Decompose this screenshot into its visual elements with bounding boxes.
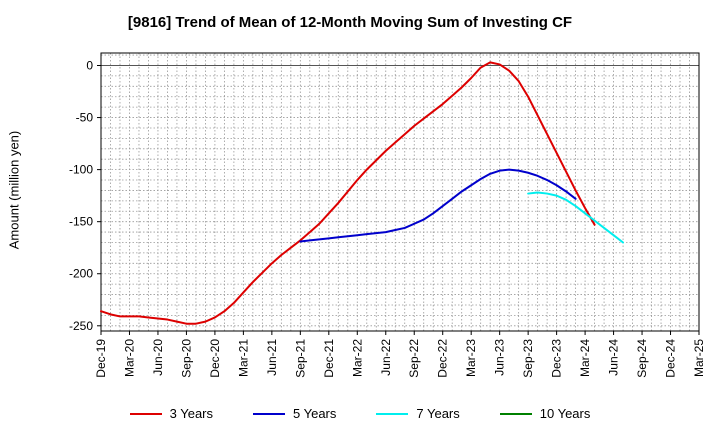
legend-swatch <box>129 412 162 415</box>
legend-item: 5 Years <box>253 406 336 421</box>
x-tick-label: Sep-23 <box>521 339 535 378</box>
y-tick-label: -50 <box>76 111 94 125</box>
x-tick-label: Dec-24 <box>664 339 678 378</box>
x-tick-label: Mar-22 <box>350 339 364 377</box>
x-tick-label: Mar-25 <box>692 339 706 377</box>
legend-swatch <box>253 412 285 415</box>
x-tick-label: Mar-21 <box>236 339 250 377</box>
y-tick-label: -150 <box>69 215 93 229</box>
y-tick-label: 0 <box>86 58 93 72</box>
chart-title: [9816] Trend of Mean of 12-Month Moving … <box>127 14 573 31</box>
x-tick-label: Jun-24 <box>607 339 621 376</box>
series-line-5-years <box>299 168 577 243</box>
x-tick-label: Mar-24 <box>578 339 592 377</box>
y-tick-label: -250 <box>69 319 93 333</box>
x-tick-label: Sep-24 <box>635 339 649 378</box>
legend-label: 10 Years <box>539 406 591 421</box>
legend-item: 10 Years <box>499 406 591 421</box>
legend-label: 3 Years <box>169 406 213 421</box>
x-tick-label: Dec-22 <box>436 339 450 378</box>
x-tick-label: Jun-21 <box>265 339 279 376</box>
x-tick-label: Dec-23 <box>550 339 564 378</box>
x-tick-label: Dec-21 <box>322 339 336 378</box>
grid-lines <box>101 53 699 331</box>
legend-label: 5 Years <box>293 406 337 421</box>
plot-frame <box>100 52 700 332</box>
legend-item: 3 Years <box>129 406 213 421</box>
y-tick-label: -200 <box>69 267 93 281</box>
legend-swatch <box>499 412 532 415</box>
legend-swatch <box>376 412 409 415</box>
x-tick-label: Sep-20 <box>179 339 193 378</box>
legend-label: 7 Years <box>416 406 460 421</box>
x-tick-label: Mar-23 <box>464 339 478 377</box>
x-tick-label: Dec-20 <box>208 339 222 378</box>
series-line-3-years <box>100 61 596 325</box>
x-tick-label: Dec-19 <box>94 339 108 378</box>
y-tick-label: -100 <box>69 163 93 177</box>
legend: 3 Years 5 Years 7 Years 10 Years <box>0 406 720 421</box>
x-tick-label: Sep-22 <box>407 339 421 378</box>
x-tick-label: Sep-21 <box>293 339 307 378</box>
series-line-7-years <box>527 191 625 244</box>
x-tick-label: Mar-20 <box>122 339 136 377</box>
x-tick-label: Jun-22 <box>379 339 393 376</box>
legend-item: 7 Years <box>376 406 460 421</box>
series-lines <box>100 61 625 325</box>
x-tick-label: Jun-20 <box>151 339 165 376</box>
x-tick-label: Jun-23 <box>493 339 507 376</box>
